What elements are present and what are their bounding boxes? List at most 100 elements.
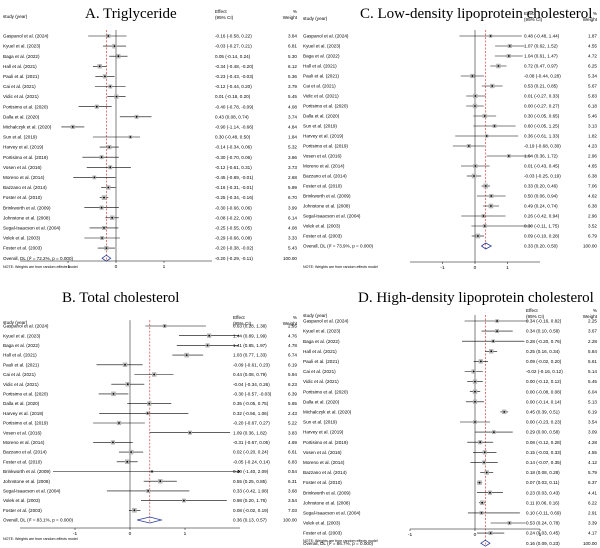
- effect-ci-text: -0.08 (-0.22, 0.06): [215, 215, 252, 220]
- point-estimate: [112, 441, 114, 444]
- effect-ci-text: 0.00 (-0.27, 0.27): [524, 104, 560, 109]
- x-tick-label: -1: [73, 531, 78, 537]
- weight-text: 4.69: [288, 440, 297, 445]
- study-row: Segal-Isaacson et al. (2004) 0.26 (-0.42,…: [303, 214, 597, 219]
- point-estimate: [467, 145, 470, 147]
- point-estimate: [479, 360, 482, 363]
- effect-ci-text: 0.01 (-0.43, 0.45): [524, 164, 560, 169]
- point-estimate: [479, 441, 482, 444]
- study-label: Portisimo et al. (2020): [303, 389, 348, 394]
- study-label: Portisimo et al. (2020): [3, 104, 48, 109]
- weight-text: 4.08: [288, 226, 297, 231]
- effect-ci-text: -0.29 (-0.66, 0.08): [215, 236, 252, 241]
- study-label: Gaspanol et al. (2024): [303, 34, 349, 39]
- point-estimate: [103, 196, 105, 199]
- pooled-effect-text: -0.20 (-0.29, -0.11): [215, 256, 253, 261]
- study-label: Pauli et al. (2021): [3, 362, 39, 367]
- point-estimate: [490, 195, 493, 197]
- study-label: Dalla et al. (2020): [3, 114, 40, 119]
- point-estimate: [471, 75, 474, 77]
- weight-text: 4.55: [588, 450, 597, 455]
- study-row: Portisimo et al. (2020) 0.00 (-0.27, 0.27…: [303, 104, 597, 109]
- weight-text: 6.70: [288, 195, 297, 200]
- study-label: Pauli et al. (2021): [303, 359, 339, 364]
- point-estimate: [482, 215, 485, 217]
- point-estimate: [108, 146, 111, 149]
- effect-ci-text: 0.09 (-0.02, 0.20): [526, 359, 562, 364]
- footnote: NOTE: Weights are from random effects mo…: [303, 539, 378, 543]
- study-row: Volek et al. (2003) -0.29 (-0.66, 0.08) 3.…: [3, 236, 297, 241]
- study-row: Harvey et al. (2019) -0.14 (-0.34, 0.06) 5…: [3, 145, 297, 150]
- weight-text: 4.84: [288, 125, 297, 130]
- study-label: Cai et al. (2021): [3, 84, 36, 89]
- study-row: Hall et al. (2021) 0.25 (0.16, 0.34) 5.84: [303, 349, 597, 354]
- study-row: Kyuel et al. (2023) -0.03 (-0.27, 0.21) 6.…: [3, 44, 297, 49]
- point-estimate: [493, 125, 496, 127]
- study-label: Dalla et al. (2020): [303, 399, 340, 404]
- weight-text: 4.55: [588, 44, 597, 49]
- weight-text: 6.23: [288, 382, 297, 387]
- study-row: Johnstone et al. (2008) 0.11 (0.06, 0.16)…: [303, 500, 597, 505]
- effect-ci-text: 0.11 (0.06, 0.16): [526, 500, 560, 505]
- study-row: Dalla et al. (2020) 0.00 (-0.14, 0.14) 5.1…: [303, 399, 597, 404]
- study-label: Moreno et al. (2014): [3, 440, 45, 445]
- study-row: Hall et al. (2021) 0.72 (0.47, 0.97) 6.25: [303, 64, 597, 69]
- point-estimate: [481, 501, 484, 504]
- study-row: Cai et al. (2021) -0.12 (-0.44, 0.20) 3.79: [3, 84, 297, 89]
- study-label: Baga et al. (2022): [3, 343, 40, 348]
- weight-text: 3.79: [288, 84, 297, 89]
- effect-ci-text: -0.90 (-1.14, -0.66): [215, 125, 254, 130]
- study-label: Cai et al. (2021): [3, 372, 36, 377]
- study-label: Pauli et al. (2021): [3, 74, 39, 79]
- study-row: Johnstone et al. (2008) 0.49 (0.24, 0.74)…: [303, 204, 597, 209]
- point-estimate: [93, 176, 96, 179]
- effect-ci-text: 0.23 (0.03, 0.43): [526, 490, 560, 495]
- study-row: Volek et al. (2003) 0.98 (0.20, 1.76) 3.54: [3, 498, 297, 503]
- pooled-weight-text: 100.00: [583, 541, 597, 546]
- point-estimate: [126, 460, 129, 463]
- weight-text: 2.96: [588, 214, 597, 219]
- point-estimate: [133, 509, 136, 512]
- study-row: Vidic et al. (2021) 0.01 (-0.18, 0.20) 5.4…: [3, 94, 297, 99]
- weight-text: 5.61: [588, 359, 597, 364]
- header-weight-pct: %: [293, 315, 297, 320]
- effect-ci-text: 0.05 (-0.14, 0.24): [215, 54, 251, 59]
- point-estimate: [483, 225, 486, 227]
- study-row: Portisimo et al. (2020) -0.30 (-0.57, -0.…: [3, 392, 297, 397]
- pooled-weight-text: 100.00: [283, 256, 297, 261]
- point-estimate: [508, 45, 511, 47]
- effect-ci-text: -0.30 (-0.57, -0.03): [233, 392, 272, 397]
- study-label: Vidic et al. (2021): [3, 94, 39, 99]
- weight-text: 6.38: [588, 204, 597, 209]
- study-label: Gaspanol et al. (2024): [303, 319, 349, 324]
- study-row: Gaspanol et al. (2024) 0.48 (-0.48, 1.44)…: [303, 34, 597, 39]
- header-weight: Weight: [583, 17, 598, 22]
- study-row: Baga et al. (2022) 1.41 (0.85, 1.97) 4.78: [3, 343, 297, 348]
- study-row: Hall et al. (2021) 1.03 (0.77, 1.33) 6.74: [3, 353, 297, 358]
- study-label: Brinkworth et al. (2009): [303, 194, 351, 199]
- weight-text: 3.67: [588, 329, 597, 334]
- header-effect: Effect: [233, 315, 245, 320]
- study-row: Dalla et al. (2020) 0.35 (-0.05, 0.75) 5.6…: [3, 401, 297, 406]
- point-estimate: [508, 522, 511, 524]
- point-estimate: [497, 65, 500, 67]
- study-label: Sun et al. (2019): [3, 135, 37, 140]
- pooled-label: Overall, DL (I² = 73.9%, p = 0.000): [303, 244, 374, 249]
- effect-ci-text: 1.04 (0.61, 1.47): [524, 54, 558, 59]
- weight-text: 4.12: [588, 460, 597, 465]
- weight-text: 6.25: [588, 64, 597, 69]
- study-row: Brinkworth et al. (2009) -0.30 (-0.66, 0.…: [3, 205, 297, 210]
- weight-text: 4.41: [588, 490, 597, 495]
- study-row: Portisimo et al. (2020) 0.00 (-0.08, 0.08…: [303, 389, 597, 394]
- footnote: NOTE: Weights are from random effects mo…: [3, 537, 78, 541]
- weight-text: 5.32: [288, 145, 297, 150]
- study-row: Moreno et al. (2014) -0.31 (-0.67, 0.05) 4…: [3, 440, 297, 445]
- effect-ci-text: -0.34 (-0.48, -0.20): [215, 64, 254, 69]
- study-row: Foster et al. (2010) 0.33 (0.20, 0.46) 7.0…: [303, 184, 597, 189]
- x-tick-label: 1: [506, 265, 509, 271]
- study-label: Portisimo et al. (2019): [3, 421, 48, 426]
- effect-ci-text: 0.34 (-0.16, 0.82): [526, 319, 562, 324]
- point-estimate: [101, 237, 103, 239]
- point-estimate: [117, 55, 120, 58]
- study-label: Brinkworth et al. (2009): [3, 469, 51, 474]
